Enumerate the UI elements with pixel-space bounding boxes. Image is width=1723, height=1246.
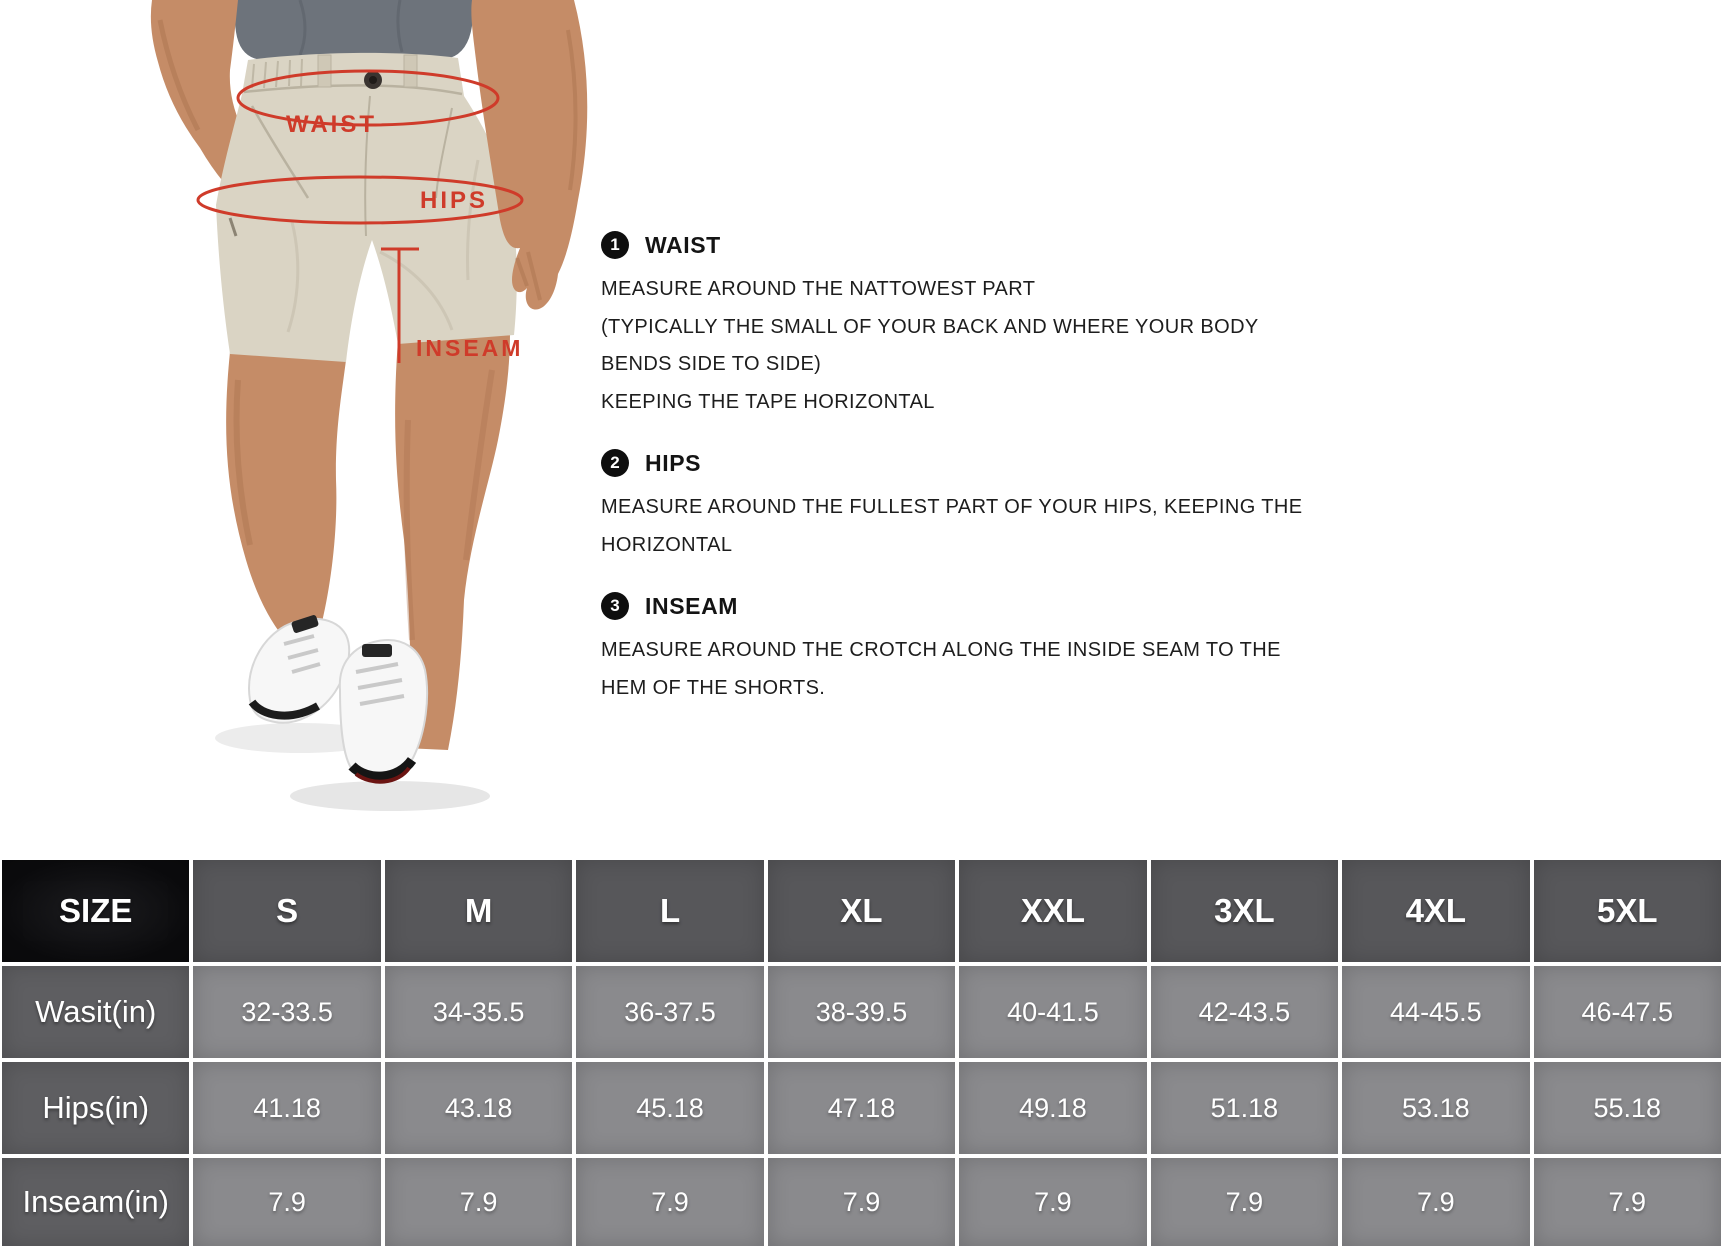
hips-value: 47.18	[767, 1062, 956, 1154]
shorts-pocket-left	[250, 105, 310, 199]
section-title: WAIST	[645, 231, 721, 258]
floor-shadow	[290, 781, 490, 811]
inseam-photo-label: INSEAM	[416, 335, 523, 361]
shirt	[232, 0, 478, 60]
instruction-section-inseam: 3 INSEAM MEASURE AROUND THE CROTCH ALONG…	[601, 592, 1361, 707]
right-sneaker	[338, 639, 429, 784]
hips-value: 41.18	[193, 1062, 381, 1154]
inseam-value: 7.9	[959, 1158, 1147, 1246]
size-chart-table: SIZE S M L XL XXL 3XL 4XL 5XL Wasit(in) …	[2, 860, 1721, 1246]
left-leg-shade	[233, 379, 253, 546]
hips-value: 43.18	[384, 1062, 573, 1154]
instruction-line: KEEPING THE TAPE HORIZONTAL	[601, 390, 935, 413]
shorts	[216, 52, 517, 363]
shorts-folds	[286, 159, 480, 333]
row-label-inseam: Inseam(in)	[2, 1158, 190, 1246]
shorts-button	[369, 76, 377, 84]
waist-value: 44-45.5	[1342, 966, 1530, 1058]
shorts-waistband	[243, 84, 463, 96]
header-cell-3xl: 3XL	[1150, 860, 1339, 962]
row-label-waist: Wasit(in)	[2, 966, 190, 1058]
inseam-value: 7.9	[1342, 1158, 1530, 1246]
inseam-line	[381, 247, 419, 363]
hips-value: 49.18	[959, 1062, 1147, 1154]
instruction-section-hips: 2 HIPS MEASURE AROUND THE FULLEST PART O…	[601, 449, 1361, 564]
waist-value: 36-37.5	[576, 966, 764, 1058]
instruction-section-waist: 1 WAIST MEASURE AROUND THE NATTOWEST PAR…	[601, 231, 1361, 421]
model-photo: WAIST HIPS INSEAM	[150, 0, 588, 811]
header-cell-5xl: 5XL	[1533, 860, 1721, 962]
circled-number-3-icon: 3	[601, 592, 629, 620]
section-title-row: 3 INSEAM	[601, 592, 1361, 620]
waistband-ribbing	[251, 58, 303, 89]
inseam-value: 7.9	[384, 1158, 573, 1246]
measuring-instructions: 1 WAIST MEASURE AROUND THE NATTOWEST PAR…	[601, 231, 1361, 735]
header-cell-xxl: XXL	[959, 860, 1147, 962]
inseam-value: 7.9	[767, 1158, 956, 1246]
instruction-line: MEASURE AROUND THE CROTCH ALONG THE INSI…	[601, 639, 1281, 661]
section-title-row: 2 HIPS	[601, 449, 1361, 477]
hips-value: 55.18	[1533, 1062, 1721, 1154]
instruction-line: HORIZONTAL	[601, 533, 733, 556]
hips-value: 53.18	[1342, 1062, 1530, 1154]
shirt-fold	[298, 0, 404, 56]
inseam-value: 7.9	[193, 1158, 381, 1246]
inseam-value: 7.9	[1150, 1158, 1339, 1246]
header-cell-s: S	[193, 860, 381, 962]
waist-value: 40-41.5	[959, 966, 1147, 1058]
size-header-cell: SIZE	[2, 860, 190, 962]
waist-value: 34-35.5	[384, 966, 573, 1058]
waist-value: 32-33.5	[193, 966, 381, 1058]
left-arm-shade	[157, 19, 201, 132]
header-cell-xl: XL	[767, 860, 956, 962]
header-cell-m: M	[384, 860, 573, 962]
section-title: HIPS	[645, 449, 702, 476]
inseam-value: 7.9	[1533, 1158, 1721, 1246]
inseam-value: 7.9	[576, 1158, 764, 1246]
right-arm	[471, 0, 588, 310]
waist-value: 38-39.5	[767, 966, 956, 1058]
section-title: INSEAM	[645, 592, 739, 619]
instruction-line: BENDS SIDE TO SIDE)	[601, 353, 822, 375]
left-sneaker	[248, 615, 351, 724]
right-leg-shade	[403, 369, 495, 641]
hips-photo-label: HIPS	[420, 187, 488, 214]
waist-value: 46-47.5	[1533, 966, 1721, 1058]
instruction-line: (TYPICALLY THE SMALL OF YOUR BACK AND WH…	[601, 315, 1259, 338]
row-label-hips: Hips(in)	[2, 1062, 190, 1154]
hips-value: 45.18	[576, 1062, 764, 1154]
right-leg	[395, 334, 510, 750]
waist-value: 42-43.5	[1150, 966, 1339, 1058]
circled-number-2-icon: 2	[601, 449, 629, 477]
circled-number-1-icon: 1	[601, 231, 629, 259]
right-arm-shade	[515, 29, 578, 301]
hips-ellipse	[196, 175, 524, 225]
instruction-line: MEASURE AROUND THE NATTOWEST PART	[601, 278, 1036, 300]
waist-ellipse	[236, 69, 500, 127]
waist-photo-label: WAIST	[286, 111, 377, 138]
shorts-fly	[364, 95, 371, 237]
header-cell-l: L	[576, 860, 764, 962]
left-leg	[226, 352, 346, 630]
instruction-line: MEASURE AROUND THE FULLEST PART OF YOUR …	[601, 496, 1303, 518]
section-title-row: 1 WAIST	[601, 231, 1361, 259]
header-cell-4xl: 4XL	[1342, 860, 1530, 962]
instruction-line: HEM OF THE SHORTS.	[601, 676, 826, 699]
hips-value: 51.18	[1150, 1062, 1339, 1154]
zip-pull	[228, 217, 238, 237]
